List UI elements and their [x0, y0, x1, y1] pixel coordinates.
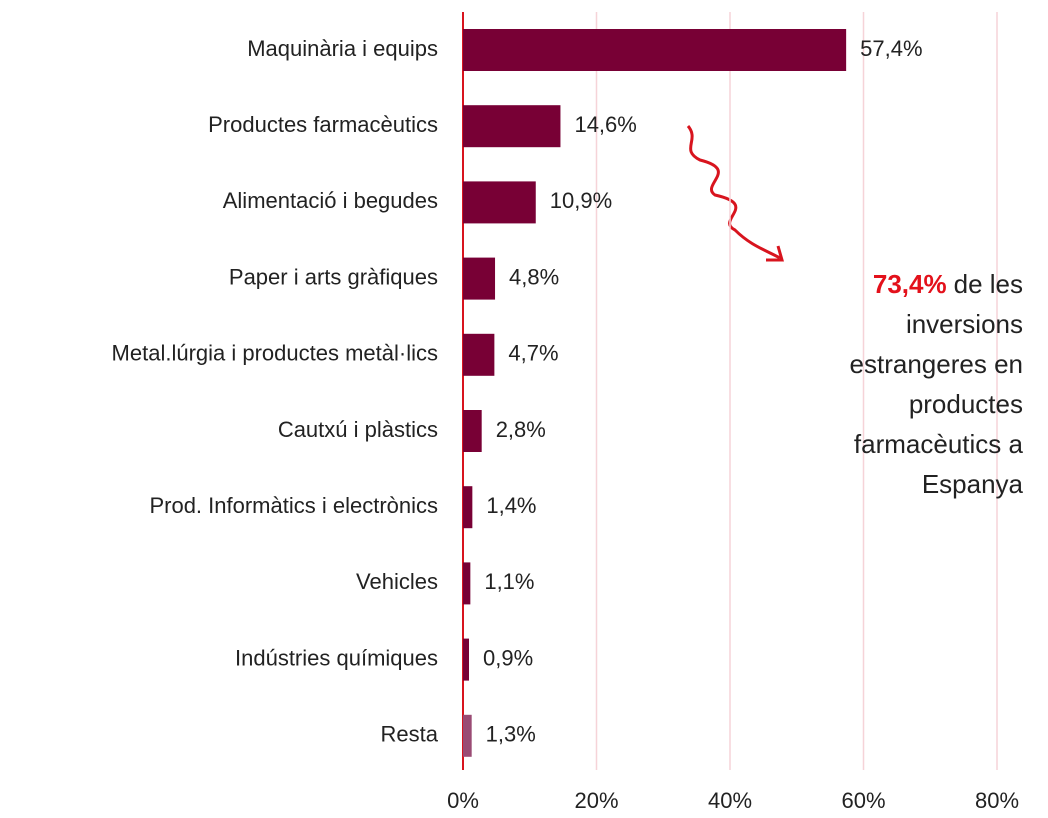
y-tick-label: Alimentació i begudes — [223, 188, 438, 213]
value-label: 10,9% — [550, 188, 612, 213]
annotation-text: de les — [954, 269, 1023, 299]
annotation-text: Espanya — [922, 469, 1024, 499]
bar — [463, 29, 847, 71]
y-tick-label: Resta — [381, 722, 439, 747]
value-label: 4,7% — [508, 341, 558, 366]
y-tick-label: Productes farmacèutics — [208, 112, 438, 137]
value-label: 0,9% — [483, 645, 533, 670]
value-label: 1,3% — [486, 722, 536, 747]
annotation-highlight: 73,4% — [873, 269, 947, 299]
x-tick-label: 60% — [841, 788, 885, 813]
value-label: 57,4% — [860, 36, 922, 61]
bar — [463, 181, 536, 224]
annotation-text: farmacèutics a — [854, 429, 1024, 459]
y-tick-label: Indústries químiques — [235, 645, 438, 670]
annotation-arrow — [686, 125, 781, 260]
bar — [463, 257, 496, 300]
value-label: 14,6% — [574, 112, 636, 137]
y-tick-label: Maquinària i equips — [247, 36, 438, 61]
annotation-text: estrangeres en — [850, 349, 1023, 379]
bar — [463, 333, 495, 376]
annotation-arrow-head — [766, 245, 784, 262]
bar — [463, 105, 561, 148]
bar — [463, 714, 472, 757]
x-tick-label: 20% — [574, 788, 618, 813]
y-tick-label: Metal.lúrgia i productes metàl·lics — [112, 341, 438, 366]
annotation: 73,4% de les — [873, 269, 1023, 299]
value-label: 4,8% — [509, 264, 559, 289]
value-label: 1,4% — [486, 493, 536, 518]
bar — [463, 410, 482, 452]
x-tick-label: 40% — [708, 788, 752, 813]
value-label: 1,1% — [484, 569, 534, 594]
bar — [463, 638, 470, 681]
x-tick-label: 0% — [447, 788, 479, 813]
bar — [463, 562, 471, 605]
y-tick-label: Vehicles — [356, 569, 438, 594]
annotation-text: inversions — [906, 309, 1023, 339]
y-tick-label: Cautxú i plàstics — [278, 417, 438, 442]
y-tick-label: Paper i arts gràfiques — [229, 264, 438, 289]
bar — [463, 486, 473, 529]
annotation-text: productes — [909, 389, 1023, 419]
y-tick-label: Prod. Informàtics i electrònics — [149, 493, 438, 518]
x-tick-label: 80% — [975, 788, 1019, 813]
value-label: 2,8% — [496, 417, 546, 442]
